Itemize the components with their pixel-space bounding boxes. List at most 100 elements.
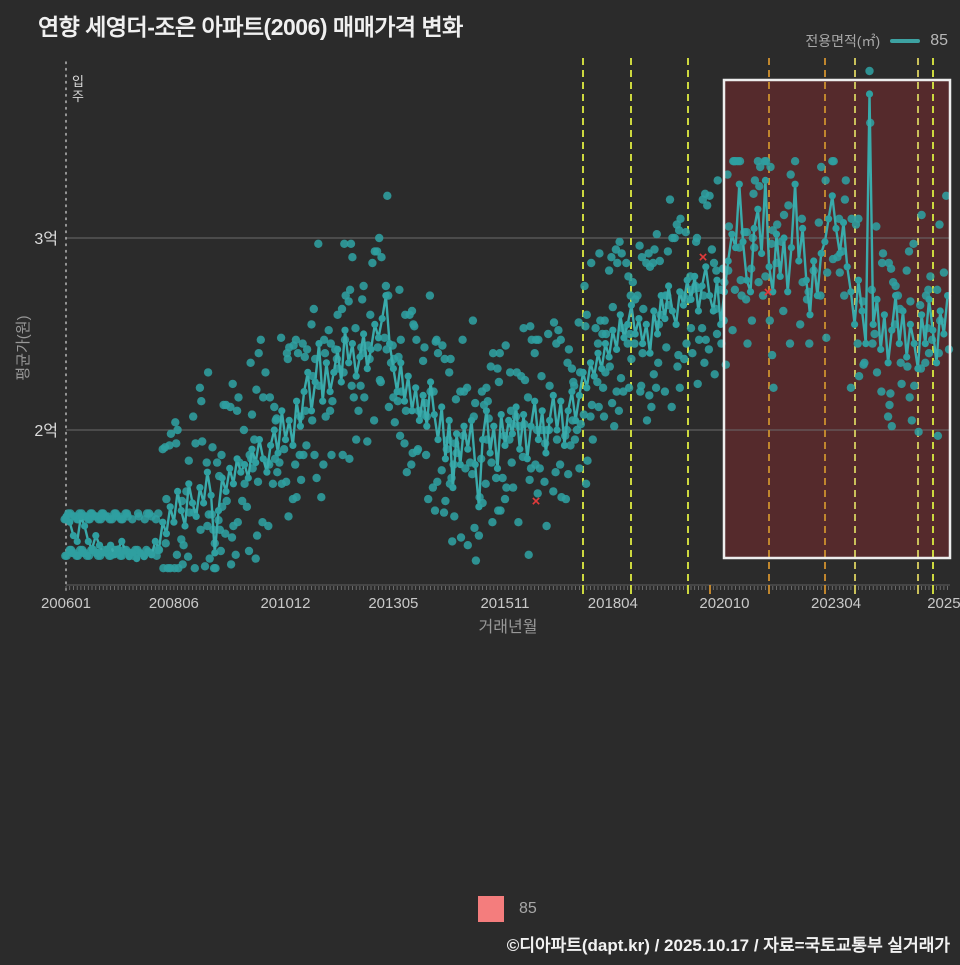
scatter-point[interactable] xyxy=(433,477,442,486)
line-point[interactable] xyxy=(653,330,662,338)
scatter-point[interactable] xyxy=(595,249,604,258)
scatter-point[interactable] xyxy=(713,176,722,185)
scatter-point[interactable] xyxy=(814,218,823,227)
line-point[interactable] xyxy=(594,349,602,357)
scatter-point[interactable] xyxy=(420,343,429,352)
scatter-point[interactable] xyxy=(166,429,176,438)
line-point[interactable] xyxy=(151,537,159,546)
line-point[interactable] xyxy=(252,459,260,467)
line-point[interactable] xyxy=(285,416,293,424)
scatter-point[interactable] xyxy=(268,479,278,488)
line-point[interactable] xyxy=(482,407,490,415)
scatter-point[interactable] xyxy=(401,406,411,415)
scatter-point[interactable] xyxy=(326,339,335,348)
scatter-point[interactable] xyxy=(441,496,450,506)
line-point[interactable] xyxy=(929,326,937,334)
scatter-point[interactable] xyxy=(282,477,291,486)
scatter-point[interactable] xyxy=(308,416,317,425)
scatter-point[interactable] xyxy=(549,487,558,496)
scatter-point[interactable] xyxy=(554,326,563,335)
scatter-point[interactable] xyxy=(637,381,646,390)
scatter-point[interactable] xyxy=(382,345,391,354)
scatter-point[interactable] xyxy=(599,412,609,421)
line-point[interactable] xyxy=(847,288,855,296)
scatter-point[interactable] xyxy=(190,564,199,573)
line-point[interactable] xyxy=(367,345,375,353)
scatter-point[interactable] xyxy=(638,349,647,358)
scatter-point[interactable] xyxy=(642,416,652,425)
scatter-point[interactable] xyxy=(346,239,356,248)
scatter-point[interactable] xyxy=(635,241,644,250)
line-point[interactable] xyxy=(181,522,189,530)
scatter-point[interactable] xyxy=(222,496,231,506)
line-point[interactable] xyxy=(817,249,825,257)
scatter-point[interactable] xyxy=(375,233,384,243)
scatter-point[interactable] xyxy=(238,496,247,506)
scatter-point[interactable] xyxy=(796,320,805,329)
scatter-point[interactable] xyxy=(700,358,709,367)
scatter-point[interactable] xyxy=(537,372,546,381)
scatter-point[interactable] xyxy=(312,473,321,483)
scatter-point[interactable] xyxy=(393,397,402,406)
avg-price-line-points[interactable] xyxy=(62,90,952,563)
scatter-point[interactable] xyxy=(663,247,673,256)
scatter-point[interactable] xyxy=(878,249,888,258)
line-point[interactable] xyxy=(121,547,130,555)
scatter-point[interactable] xyxy=(902,266,911,275)
scatter-point[interactable] xyxy=(396,335,405,344)
line-point[interactable] xyxy=(906,320,915,328)
line-point[interactable] xyxy=(858,307,866,315)
scatter-point[interactable] xyxy=(627,354,636,364)
scatter-point[interactable] xyxy=(265,393,275,402)
line-point[interactable] xyxy=(624,320,632,328)
scatter-point[interactable] xyxy=(570,381,579,390)
scatter-point[interactable] xyxy=(805,339,814,348)
scatter-point[interactable] xyxy=(924,349,934,358)
scatter-point[interactable] xyxy=(344,297,353,306)
scatter-point[interactable] xyxy=(733,157,743,166)
scatter-point[interactable] xyxy=(860,358,869,367)
line-point[interactable] xyxy=(445,416,453,424)
scatter-point[interactable] xyxy=(250,435,259,444)
scatter-point[interactable] xyxy=(523,393,533,402)
line-point[interactable] xyxy=(300,388,308,396)
scatter-point[interactable] xyxy=(446,354,455,364)
line-point[interactable] xyxy=(77,512,85,521)
scatter-point[interactable] xyxy=(154,509,163,518)
scatter-point[interactable] xyxy=(345,454,354,463)
line-point[interactable] xyxy=(862,340,870,348)
scatter-point[interactable] xyxy=(458,335,467,344)
scatter-point[interactable] xyxy=(456,533,466,542)
line-point[interactable] xyxy=(531,397,539,405)
scatter-point[interactable] xyxy=(761,272,770,281)
scatter-point[interactable] xyxy=(470,523,479,533)
scatter-point[interactable] xyxy=(412,335,421,344)
line-point[interactable] xyxy=(750,224,758,232)
scatter-point[interactable] xyxy=(317,493,326,502)
line-point[interactable] xyxy=(270,426,278,434)
scatter-point[interactable] xyxy=(445,368,454,377)
scatter-point[interactable] xyxy=(494,377,504,387)
scatter-point[interactable] xyxy=(574,318,583,327)
scatter-point[interactable] xyxy=(579,410,588,419)
scatter-point[interactable] xyxy=(302,441,311,450)
line-point[interactable] xyxy=(828,192,836,200)
scatter-point[interactable] xyxy=(407,460,416,469)
scatter-point[interactable] xyxy=(868,339,877,348)
scatter-point[interactable] xyxy=(324,326,333,335)
scatter-point[interactable] xyxy=(617,249,626,258)
line-point[interactable] xyxy=(95,541,104,549)
scatter-point[interactable] xyxy=(907,416,916,425)
scatter-point[interactable] xyxy=(432,335,441,344)
line-point[interactable] xyxy=(560,441,569,449)
scatter-point[interactable] xyxy=(587,400,597,410)
scatter-point[interactable] xyxy=(200,562,210,571)
line-point[interactable] xyxy=(453,430,461,438)
scatter-point[interactable] xyxy=(707,245,717,254)
line-point[interactable] xyxy=(293,397,301,405)
scatter-point[interactable] xyxy=(195,383,205,392)
scatter-point[interactable] xyxy=(433,349,443,358)
scatter-point[interactable] xyxy=(496,506,505,515)
line-point[interactable] xyxy=(434,436,442,444)
line-point[interactable] xyxy=(118,537,126,546)
